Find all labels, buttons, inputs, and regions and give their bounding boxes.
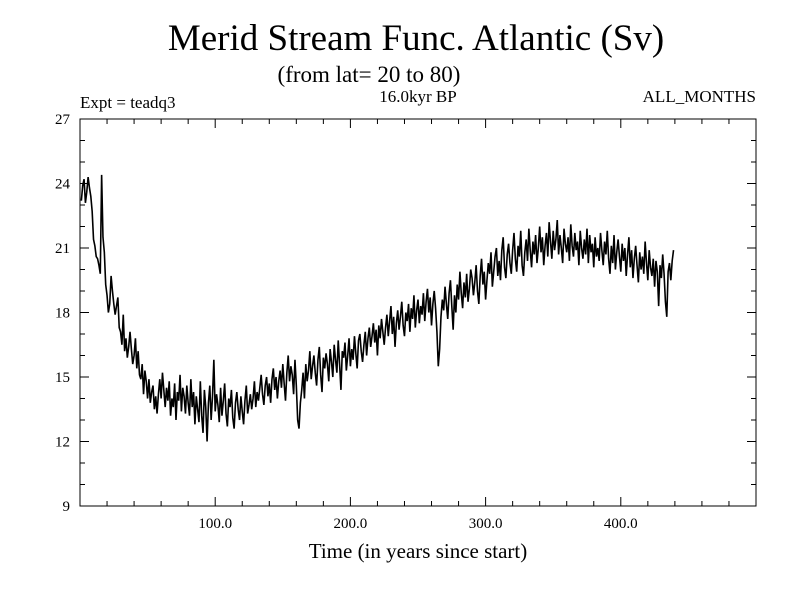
y-tick-label: 15 (55, 370, 70, 386)
x-tick-label: 300.0 (469, 516, 503, 532)
series-line (80, 174, 675, 442)
x-tick-label: 200.0 (334, 516, 368, 532)
x-tick-label: 400.0 (604, 516, 638, 532)
months-label: ALL_MONTHS (643, 87, 756, 106)
axis-ticks: 100.0 200.0 300.0 400.0 9 12 15 18 21 24 27 (55, 112, 756, 532)
y-tick-label: 18 (55, 306, 70, 322)
series-layer (80, 174, 675, 442)
plot-frame (79, 118, 757, 507)
y-tick-label: 21 (55, 241, 70, 257)
y-tick-label: 12 (55, 435, 70, 451)
experiment-label: Expt = teadq3 (80, 93, 176, 112)
y-tick-label: 9 (63, 499, 71, 515)
y-tick-label: 27 (55, 112, 71, 128)
chart-title: Merid Stream Func. Atlantic (Sv) (168, 18, 664, 59)
chart-subtitle: (from lat= 20 to 80) (278, 62, 461, 87)
x-tick-label: 100.0 (198, 516, 232, 532)
y-tick-label: 24 (55, 177, 71, 193)
period-label: 16.0kyr BP (379, 87, 456, 106)
x-axis-label: Time (in years since start) (309, 539, 528, 563)
